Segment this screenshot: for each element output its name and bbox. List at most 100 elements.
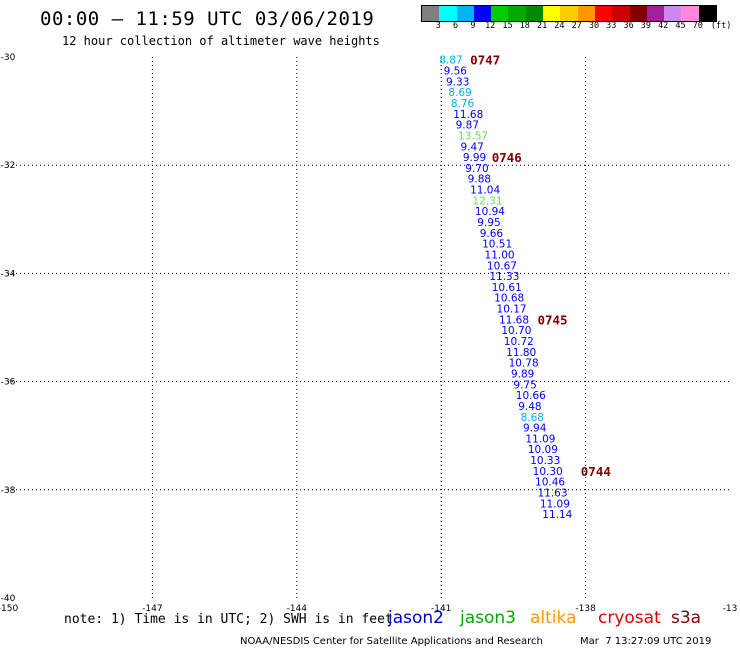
wave-height-label: 10.70 <box>501 325 531 337</box>
color-scale-labels: 3 6 9 12 15 18 21 24 27 30 33 36 39 42 45 70 (ft) <box>421 21 740 33</box>
color-scale-label: 24 <box>554 21 565 31</box>
wave-height-label: 8.68 <box>521 412 544 424</box>
wave-height-label: 8.76 <box>451 98 475 110</box>
legend-item-cryosat: cryosat <box>598 608 661 628</box>
color-swatch <box>629 6 647 21</box>
wave-height-label: 10.46 <box>535 477 565 489</box>
longitude-tick-label: -13 <box>723 604 738 614</box>
color-swatch <box>473 6 492 21</box>
longitude-tick-label: -138 <box>575 604 596 614</box>
color-swatch <box>594 6 613 21</box>
latitude-tick-label: -32 <box>1 161 16 171</box>
color-swatch <box>560 6 578 21</box>
footer-note: note: 1) Time is in UTC; 2) SWH is in fe… <box>64 612 393 627</box>
wave-height-label: 11.00 <box>485 249 515 261</box>
wave-height-color-scale <box>421 5 718 22</box>
color-scale-label: 70 <box>692 21 703 31</box>
credit-text: NOAA/NESDIS Center for Satellite Applica… <box>240 636 543 647</box>
wave-height-label: 10.61 <box>492 282 522 294</box>
color-scale-label: 45 <box>675 21 686 31</box>
wave-height-label: 9.95 <box>477 217 500 229</box>
wave-height-label: 9.87 <box>456 120 479 132</box>
wave-height-label: 11.04 <box>470 185 500 197</box>
color-scale-label: 27 <box>571 21 582 31</box>
wave-height-label: 8.87 <box>439 55 462 67</box>
longitude-tick-label: -144 <box>287 604 308 614</box>
color-swatch <box>543 6 561 21</box>
wave-height-label: 10.68 <box>494 293 524 305</box>
wave-height-label: 10.17 <box>497 304 527 316</box>
color-scale-label: 18 <box>519 21 530 31</box>
wave-height-label: 10.33 <box>530 455 560 467</box>
wave-height-label: 9.89 <box>511 368 534 380</box>
latitude-tick-label: -36 <box>1 378 16 388</box>
wave-height-label: 9.48 <box>518 401 541 413</box>
wave-height-label: 10.94 <box>475 206 505 218</box>
color-swatch <box>664 6 682 21</box>
color-swatch <box>698 6 717 21</box>
wave-height-label: 9.75 <box>513 379 536 391</box>
page-title: 00:00 – 11:59 UTC 03/06/2019 <box>40 8 375 30</box>
latitude-tick-label: -30 <box>1 53 16 63</box>
color-scale-label: 21 <box>536 21 548 31</box>
wave-height-label: 9.88 <box>468 174 491 186</box>
wave-height-label: 8.69 <box>448 87 471 99</box>
color-swatch <box>681 6 699 21</box>
color-scale-label: 3 <box>435 21 441 31</box>
latitude-tick-label: -34 <box>1 269 16 279</box>
wave-height-label: 11.09 <box>525 433 555 445</box>
color-scale-label: 30 <box>588 21 600 31</box>
color-scale-label: 33 <box>606 21 617 31</box>
color-scale-label: 6 <box>453 21 459 31</box>
wave-height-label: 10.30 <box>533 466 563 478</box>
wave-height-label: 9.33 <box>446 76 469 88</box>
color-swatch <box>491 6 509 21</box>
pass-time-label: 0744 <box>581 464 611 479</box>
color-swatch <box>422 6 440 21</box>
color-scale-label: 9 <box>470 21 476 31</box>
wave-height-label: 10.78 <box>509 358 539 370</box>
color-swatch <box>456 6 474 21</box>
wave-height-label: 9.94 <box>523 423 547 435</box>
page-subtitle: 12 hour collection of altimeter wave hei… <box>62 34 380 48</box>
wave-height-label: 11.68 <box>499 314 529 326</box>
latitude-tick-label: -38 <box>1 486 16 496</box>
legend-item-s3a: s3a <box>671 608 702 628</box>
wave-height-label: 11.68 <box>453 109 483 121</box>
wave-height-label: 13.57 <box>458 130 488 142</box>
color-scale-label: 12 <box>485 21 496 31</box>
wave-height-label: 10.09 <box>528 444 558 456</box>
wave-height-label: 11.80 <box>506 347 536 359</box>
color-swatch <box>525 6 544 21</box>
wave-height-label: 9.66 <box>480 228 504 240</box>
legend-item-jason2: jason2 <box>388 608 444 628</box>
wave-height-label: 9.56 <box>444 66 468 78</box>
color-swatch <box>439 6 457 21</box>
generated-timestamp: Mar 7 13:27:09 UTC 2019 <box>580 636 712 647</box>
color-scale-label: 39 <box>640 21 652 31</box>
color-scale-unit: (ft) <box>710 21 732 31</box>
latitude-tick-label: -40 <box>1 594 16 604</box>
color-scale-label: 42 <box>658 21 669 31</box>
wave-height-label: 10.67 <box>487 260 517 272</box>
wave-height-label: 10.72 <box>504 336 534 348</box>
longitude-tick-label: -141 <box>431 604 451 614</box>
legend-item-jason3: jason3 <box>460 608 516 628</box>
legend-item-altika: altika <box>530 608 577 628</box>
wave-height-label: 10.66 <box>516 390 546 402</box>
color-swatch <box>577 6 595 21</box>
wave-height-label: 9.99 <box>463 152 486 164</box>
pass-time-label: 0746 <box>492 150 522 165</box>
wave-height-label: 9.70 <box>465 163 488 175</box>
color-scale-label: 36 <box>623 21 634 31</box>
pass-time-label: 0745 <box>537 312 567 327</box>
wave-height-label: 11.09 <box>540 498 570 510</box>
wave-height-label: 12.31 <box>472 195 502 207</box>
color-swatch <box>612 6 630 21</box>
color-scale-label: 15 <box>502 21 513 31</box>
color-swatch <box>508 6 526 21</box>
wave-height-label: 11.14 <box>542 509 572 521</box>
wave-height-label: 9.47 <box>460 141 483 153</box>
color-swatch <box>646 6 665 21</box>
